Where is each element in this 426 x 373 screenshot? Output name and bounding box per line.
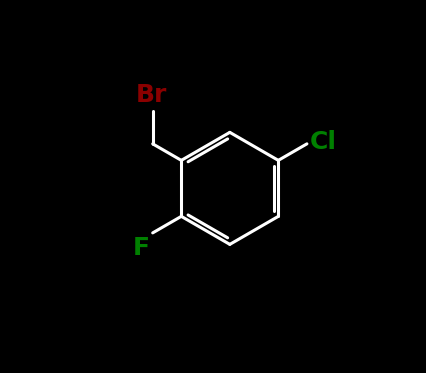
Text: F: F bbox=[133, 236, 150, 260]
Text: Br: Br bbox=[135, 84, 167, 107]
Text: Cl: Cl bbox=[310, 131, 337, 154]
